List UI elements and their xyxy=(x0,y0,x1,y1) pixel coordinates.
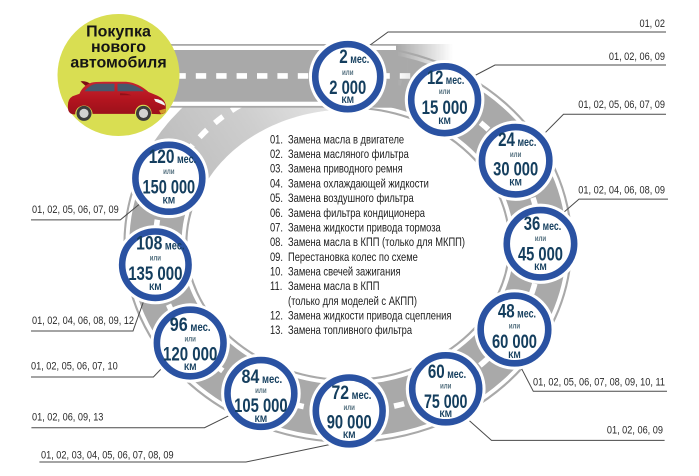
svg-text:30 000: 30 000 xyxy=(493,159,538,180)
svg-text:Замена топливного фильтра: Замена топливного фильтра xyxy=(288,324,412,337)
svg-text:КМ: КМ xyxy=(343,430,356,440)
svg-text:12.: 12. xyxy=(270,309,283,322)
svg-text:01, 02, 04, 06, 08, 09, 12: 01, 02, 04, 06, 08, 09, 12 xyxy=(32,316,134,328)
svg-text:КМ: КМ xyxy=(149,282,162,292)
svg-text:72 мес.: 72 мес. xyxy=(331,382,371,404)
svg-text:120 000: 120 000 xyxy=(163,345,217,366)
svg-text:2 мес.: 2 мес. xyxy=(339,46,369,68)
svg-text:01, 02, 05, 06, 07, 09: 01, 02, 05, 06, 07, 09 xyxy=(578,99,665,111)
svg-text:01, 02, 06, 09: 01, 02, 06, 09 xyxy=(607,425,664,437)
svg-text:КМ: КМ xyxy=(509,178,522,188)
svg-text:06.: 06. xyxy=(270,207,283,220)
svg-text:10.: 10. xyxy=(270,265,283,278)
svg-text:15 000: 15 000 xyxy=(422,98,468,119)
svg-text:01, 02: 01, 02 xyxy=(639,18,665,30)
svg-text:48 мес.: 48 мес. xyxy=(498,300,536,322)
svg-text:или: или xyxy=(342,67,354,77)
svg-text:КМ: КМ xyxy=(439,409,452,419)
svg-text:Покупка: Покупка xyxy=(86,24,151,41)
svg-text:01, 02, 04, 06, 08, 09: 01, 02, 04, 06, 08, 09 xyxy=(578,185,665,197)
svg-text:или: или xyxy=(343,402,355,412)
svg-text:96 мес.: 96 мес. xyxy=(170,314,211,336)
svg-text:или: или xyxy=(439,86,451,96)
svg-text:03.: 03. xyxy=(270,163,283,176)
svg-text:01, 02, 05, 06, 07, 08, 09, 10: 01, 02, 05, 06, 07, 08, 09, 10, 11 xyxy=(533,377,665,389)
svg-text:Замена фильтра кондиционера: Замена фильтра кондиционера xyxy=(288,207,425,220)
svg-text:45 000: 45 000 xyxy=(518,244,563,265)
svg-text:01, 02, 06, 09: 01, 02, 06, 09 xyxy=(609,51,666,63)
svg-text:08.: 08. xyxy=(270,236,283,249)
svg-text:01, 02, 06, 09, 13: 01, 02, 06, 09, 13 xyxy=(32,412,104,424)
svg-text:Замена масла в КПП: Замена масла в КПП xyxy=(288,280,379,293)
svg-text:или: или xyxy=(535,233,547,243)
svg-text:90 000: 90 000 xyxy=(327,413,372,434)
svg-text:КМ: КМ xyxy=(255,414,268,424)
svg-text:02.: 02. xyxy=(270,148,283,161)
svg-text:КМ: КМ xyxy=(342,95,355,105)
svg-text:КМ: КМ xyxy=(534,262,547,272)
svg-text:60 мес.: 60 мес. xyxy=(428,361,466,383)
svg-text:01, 02, 03, 04, 05, 06, 07, 08: 01, 02, 03, 04, 05, 06, 07, 08, 09 xyxy=(41,450,174,462)
svg-text:07.: 07. xyxy=(270,221,283,234)
svg-text:нового: нового xyxy=(91,39,146,56)
svg-text:120 мес.: 120 мес. xyxy=(149,146,197,168)
svg-text:108 мес.: 108 мес. xyxy=(136,233,184,255)
svg-text:12 мес.: 12 мес. xyxy=(427,67,464,89)
svg-text:84 мес.: 84 мес. xyxy=(241,366,282,388)
svg-text:01, 02, 05, 06, 07, 10: 01, 02, 05, 06, 07, 10 xyxy=(31,361,118,373)
svg-text:Замена масла в КПП (только для: Замена масла в КПП (только для МКПП) xyxy=(288,236,465,249)
svg-text:09.: 09. xyxy=(270,251,283,264)
svg-text:или: или xyxy=(440,381,452,391)
svg-text:05.: 05. xyxy=(270,192,283,205)
svg-text:или: или xyxy=(509,321,521,331)
svg-text:Замена масляного фильтра: Замена масляного фильтра xyxy=(288,148,409,161)
svg-text:Замена масла в двигателе: Замена масла в двигателе xyxy=(288,133,404,146)
svg-text:24 мес.: 24 мес. xyxy=(498,129,536,151)
svg-text:или: или xyxy=(184,334,196,344)
svg-text:Замена приводного ремня: Замена приводного ремня xyxy=(288,163,403,176)
svg-text:или: или xyxy=(255,385,267,395)
svg-text:2 000: 2 000 xyxy=(329,78,366,99)
svg-text:(только для моделей с АКПП): (только для моделей с АКПП) xyxy=(288,295,417,308)
svg-text:Замена охлаждающей жидкости: Замена охлаждающей жидкости xyxy=(288,177,429,190)
svg-text:11.: 11. xyxy=(270,280,282,293)
svg-text:или: или xyxy=(163,166,175,176)
svg-text:Замена жидкости привода тормоз: Замена жидкости привода тормоза xyxy=(288,221,441,234)
svg-text:36 мес.: 36 мес. xyxy=(524,213,561,235)
svg-text:01, 02, 05, 06, 07, 09: 01, 02, 05, 06, 07, 09 xyxy=(32,204,119,216)
svg-text:или: или xyxy=(510,149,522,159)
svg-text:Перестановка колес по схеме: Перестановка колес по схеме xyxy=(288,251,418,264)
svg-text:04.: 04. xyxy=(270,177,283,190)
svg-text:КМ: КМ xyxy=(438,116,451,126)
svg-text:75 000: 75 000 xyxy=(424,392,468,413)
svg-text:КМ: КМ xyxy=(508,350,521,360)
svg-text:135 000: 135 000 xyxy=(128,264,182,285)
svg-text:Замена воздушного фильтра: Замена воздушного фильтра xyxy=(288,192,414,205)
svg-text:КМ: КМ xyxy=(163,196,176,206)
svg-text:КМ: КМ xyxy=(184,362,197,372)
svg-text:105 000: 105 000 xyxy=(234,396,288,417)
svg-text:Замена жидкости привода сцепле: Замена жидкости привода сцепления xyxy=(288,309,452,322)
svg-text:Замена свечей зажигания: Замена свечей зажигания xyxy=(288,265,401,278)
svg-text:13.: 13. xyxy=(270,324,283,337)
svg-text:150 000: 150 000 xyxy=(143,177,196,198)
svg-text:автомобиля: автомобиля xyxy=(70,55,166,72)
svg-text:60 000: 60 000 xyxy=(492,332,537,353)
svg-text:01.: 01. xyxy=(270,133,283,146)
svg-text:или: или xyxy=(150,253,162,263)
